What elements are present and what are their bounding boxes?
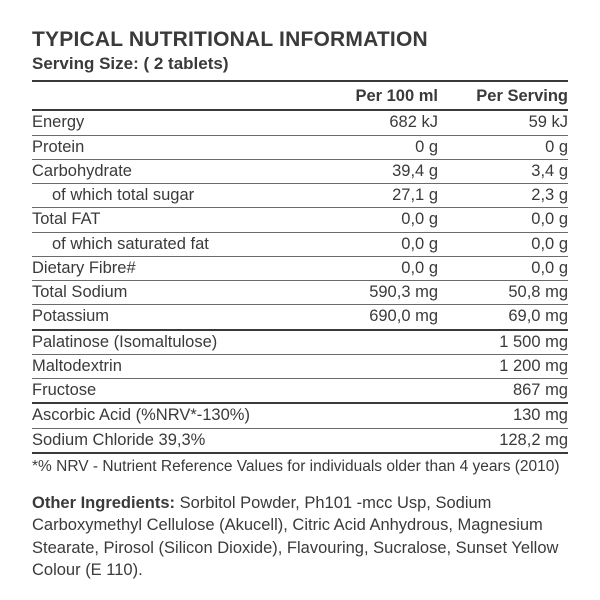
row-perserving: 1 200 mg: [438, 355, 568, 377]
table-row: Carbohydrate39,4 g3,4 g: [32, 160, 568, 184]
table-row: of which saturated fat0,0 g0,0 g: [32, 233, 568, 257]
table-row: Total FAT0,0 g0,0 g: [32, 208, 568, 232]
ingredients-label: Other Ingredients:: [32, 494, 175, 512]
row-label: Palatinose (Isomaltulose): [32, 331, 288, 353]
nutrition-section-3: Ascorbic Acid (%NRV*-130%) 130 mg Sodium C…: [32, 404, 568, 452]
row-perserving: 0 g: [438, 136, 568, 158]
nutrition-section-1: Energy682 kJ59 kJProtein0 g0 gCarbohydra…: [32, 111, 568, 328]
row-label: Dietary Fibre#: [32, 257, 288, 279]
row-label: Maltodextrin: [32, 355, 288, 377]
row-perserving: 69,0 mg: [438, 305, 568, 327]
table-row: Sodium Chloride 39,3% 128,2 mg: [32, 429, 568, 452]
row-perserving: 867 mg: [438, 379, 568, 401]
table-row: Dietary Fibre#0,0 g0,0 g: [32, 257, 568, 281]
row-label: of which saturated fat: [32, 233, 288, 255]
table-header: Per 100 ml Per Serving: [32, 82, 568, 109]
row-perserving: 0,0 g: [438, 233, 568, 255]
table-row: of which total sugar27,1 g2,3 g: [32, 184, 568, 208]
row-label: Sodium Chloride 39,3%: [32, 429, 288, 451]
table-row: Protein0 g0 g: [32, 136, 568, 160]
table-row: Ascorbic Acid (%NRV*-130%) 130 mg: [32, 404, 568, 428]
panel-title: TYPICAL NUTRITIONAL INFORMATION: [32, 28, 568, 52]
table-row: Energy682 kJ59 kJ: [32, 111, 568, 135]
table-row: Potassium690,0 mg69,0 mg: [32, 305, 568, 328]
table-row: Palatinose (Isomaltulose) 1 500 mg: [32, 331, 568, 355]
table-row: Maltodextrin 1 200 mg: [32, 355, 568, 379]
other-ingredients: Other Ingredients: Sorbitol Powder, Ph10…: [32, 492, 568, 581]
table-row: Total Sodium590,3 mg50,8 mg: [32, 281, 568, 305]
row-label: of which total sugar: [32, 184, 288, 206]
row-per100: 27,1 g: [288, 184, 438, 206]
header-per100: Per 100 ml: [288, 85, 438, 107]
row-perserving: 0,0 g: [438, 208, 568, 230]
row-label: Fructose: [32, 379, 288, 401]
row-perserving: 50,8 mg: [438, 281, 568, 303]
header-perserving: Per Serving: [438, 85, 568, 107]
nrv-footnote: *% NRV - Nutrient Reference Values for i…: [32, 458, 568, 476]
row-per100: 690,0 mg: [288, 305, 438, 327]
row-per100: 682 kJ: [288, 111, 438, 133]
row-perserving: 2,3 g: [438, 184, 568, 206]
row-per100: 0 g: [288, 136, 438, 158]
row-per100: 0,0 g: [288, 208, 438, 230]
row-label: Carbohydrate: [32, 160, 288, 182]
row-perserving: 0,0 g: [438, 257, 568, 279]
row-perserving: 1 500 mg: [438, 331, 568, 353]
row-label: Total FAT: [32, 208, 288, 230]
row-perserving: 3,4 g: [438, 160, 568, 182]
row-per100: 590,3 mg: [288, 281, 438, 303]
row-label: Total Sodium: [32, 281, 288, 303]
serving-size: Serving Size: ( 2 tablets): [32, 54, 568, 74]
nutrition-section-2: Palatinose (Isomaltulose)1 500 mgMaltode…: [32, 331, 568, 403]
table-row: Fructose 867 mg: [32, 379, 568, 402]
row-label: Protein: [32, 136, 288, 158]
row-label: Energy: [32, 111, 288, 133]
row-perserving: 128,2 mg: [438, 429, 568, 451]
row-perserving: 59 kJ: [438, 111, 568, 133]
row-per100: 0,0 g: [288, 257, 438, 279]
divider-sec3: [32, 452, 568, 454]
row-per100: 0,0 g: [288, 233, 438, 255]
row-label: Potassium: [32, 305, 288, 327]
row-per100: 39,4 g: [288, 160, 438, 182]
row-perserving: 130 mg: [438, 404, 568, 426]
row-label: Ascorbic Acid (%NRV*-130%): [32, 404, 288, 426]
